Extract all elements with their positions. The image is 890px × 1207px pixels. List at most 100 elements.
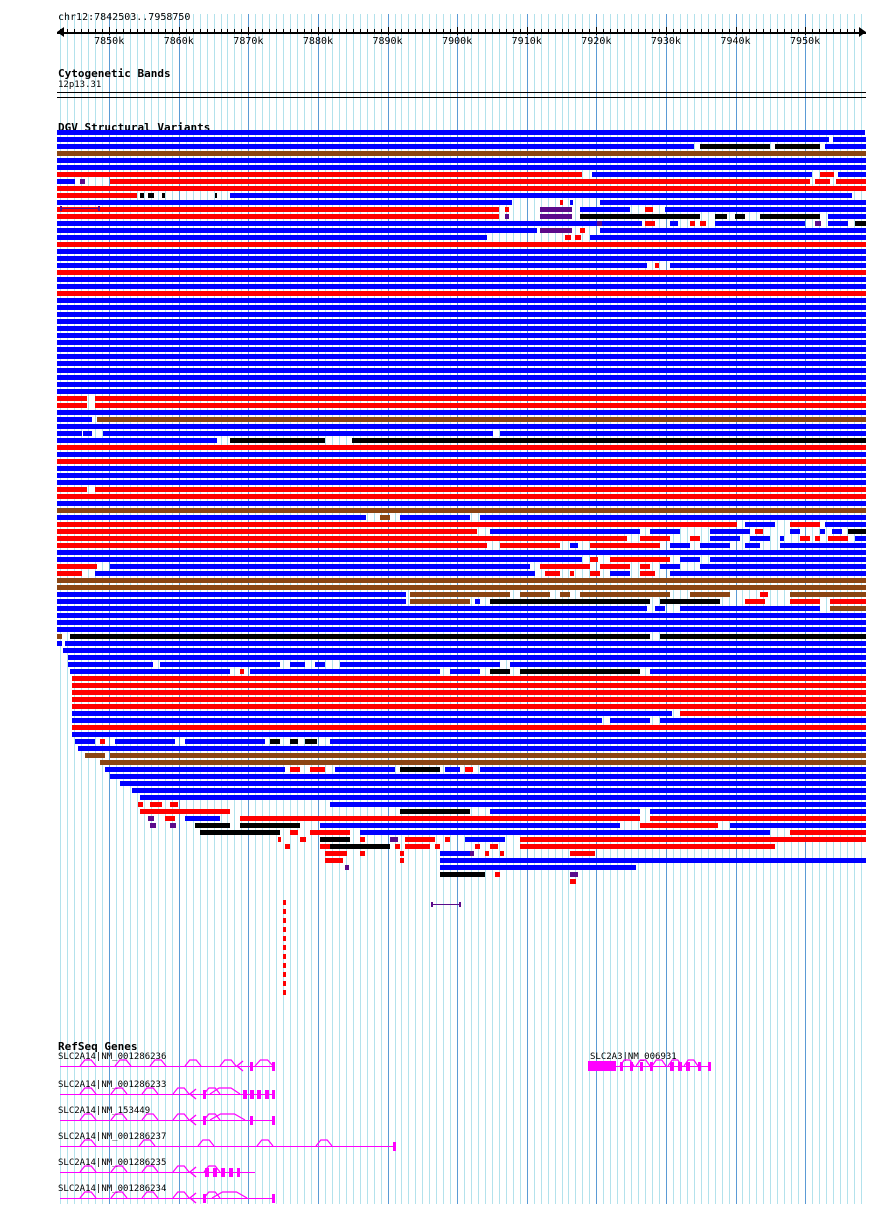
sv-segment[interactable] (150, 823, 156, 828)
gene-exon[interactable] (393, 1142, 396, 1151)
sv-segment[interactable] (600, 564, 630, 569)
sv-segment[interactable] (57, 410, 866, 415)
sv-segment[interactable] (360, 837, 365, 842)
sv-segment[interactable] (520, 669, 640, 674)
gene-exon[interactable] (708, 1062, 711, 1071)
sv-segment[interactable] (57, 312, 866, 317)
sv-segment[interactable] (640, 823, 718, 828)
sv-segment[interactable] (540, 207, 572, 212)
sv-segment[interactable] (640, 536, 670, 541)
sv-segment[interactable] (540, 228, 572, 233)
sv-segment[interactable] (57, 564, 97, 569)
sv-segment[interactable] (400, 515, 470, 520)
sv-segment[interactable] (57, 319, 866, 324)
sv-segment[interactable] (140, 795, 866, 800)
sv-segment[interactable] (440, 872, 485, 877)
sv-segment[interactable] (140, 809, 230, 814)
sv-segment[interactable] (500, 543, 560, 548)
sv-segment[interactable] (72, 725, 866, 730)
sv-segment[interactable] (510, 662, 866, 667)
sv-segment[interactable] (57, 130, 865, 135)
sv-segment[interactable] (57, 396, 87, 401)
sv-segment[interactable] (330, 739, 866, 744)
sv-segment[interactable] (240, 823, 300, 828)
sv-segment[interactable] (610, 557, 670, 562)
sv-segment[interactable] (360, 830, 770, 835)
dashed-variant-marker[interactable] (283, 918, 286, 923)
sv-segment[interactable] (490, 844, 498, 849)
sv-segment[interactable] (195, 823, 230, 828)
sv-segment[interactable] (560, 592, 570, 597)
sv-segment[interactable] (230, 438, 325, 443)
sv-segment[interactable] (570, 879, 576, 884)
sv-segment[interactable] (500, 431, 866, 436)
sv-segment[interactable] (352, 438, 866, 443)
sv-segment[interactable] (57, 543, 487, 548)
sv-segment[interactable] (95, 403, 866, 408)
sv-segment[interactable] (680, 711, 866, 716)
sv-segment[interactable] (290, 739, 298, 744)
sv-segment[interactable] (405, 837, 435, 842)
gene-exon[interactable] (250, 1062, 253, 1071)
sv-segment[interactable] (610, 571, 630, 576)
sv-segment[interactable] (480, 767, 866, 772)
sv-segment[interactable] (655, 606, 665, 611)
dashed-variant-marker[interactable] (283, 990, 286, 995)
sv-segment[interactable] (57, 557, 582, 562)
sv-segment[interactable] (597, 221, 602, 226)
sv-segment[interactable] (72, 732, 866, 737)
gene-exon[interactable] (620, 1062, 623, 1071)
bracket-variant[interactable] (431, 904, 461, 905)
sv-segment[interactable] (680, 606, 820, 611)
sv-segment[interactable] (72, 711, 672, 716)
sv-segment[interactable] (500, 851, 504, 856)
sv-segment[interactable] (400, 858, 404, 863)
sv-segment[interactable] (57, 382, 866, 387)
sv-segment[interactable] (670, 571, 866, 576)
sv-segment[interactable] (57, 571, 82, 576)
sv-segment[interactable] (57, 592, 406, 597)
sv-segment[interactable] (330, 844, 390, 849)
sv-segment[interactable] (110, 774, 866, 779)
gene-exon[interactable] (237, 1168, 240, 1177)
sv-segment[interactable] (290, 830, 298, 835)
sv-segment[interactable] (565, 235, 571, 240)
gene-exon[interactable] (272, 1062, 275, 1071)
sv-segment[interactable] (240, 669, 244, 674)
dashed-variant-marker[interactable] (283, 981, 286, 986)
sv-segment[interactable] (592, 172, 812, 177)
sv-segment[interactable] (655, 263, 659, 268)
sv-segment[interactable] (815, 179, 830, 184)
sv-segment[interactable] (450, 669, 480, 674)
sv-segment[interactable] (278, 837, 281, 842)
sv-segment[interactable] (580, 228, 585, 233)
sv-segment[interactable] (660, 718, 866, 723)
sv-segment[interactable] (57, 214, 499, 219)
gene-label[interactable]: SLC2A14|NM_001286237 (58, 1132, 167, 1142)
sv-segment[interactable] (570, 200, 573, 205)
sv-segment[interactable] (815, 536, 820, 541)
sv-segment[interactable] (320, 823, 620, 828)
sv-segment[interactable] (750, 536, 770, 541)
sv-segment[interactable] (68, 655, 866, 660)
sv-segment[interactable] (57, 158, 866, 163)
sv-segment[interactable] (185, 739, 265, 744)
sv-segment[interactable] (760, 592, 768, 597)
sv-segment[interactable] (57, 487, 87, 492)
gene-exon[interactable] (640, 1062, 643, 1071)
sv-segment[interactable] (78, 746, 866, 751)
gene-exon[interactable] (678, 1062, 682, 1071)
sv-segment[interactable] (650, 529, 680, 534)
sv-segment[interactable] (57, 235, 487, 240)
sv-segment[interactable] (300, 837, 306, 842)
sv-segment[interactable] (165, 816, 175, 821)
dashed-variant-marker[interactable] (283, 954, 286, 959)
sv-segment[interactable] (140, 193, 144, 198)
sv-segment[interactable] (72, 683, 866, 688)
sv-segment[interactable] (836, 179, 866, 184)
sv-segment[interactable] (83, 431, 92, 436)
dashed-variant-marker[interactable] (283, 945, 286, 950)
sv-segment[interactable] (838, 172, 866, 177)
sv-segment[interactable] (57, 515, 366, 520)
sv-segment[interactable] (825, 144, 866, 149)
